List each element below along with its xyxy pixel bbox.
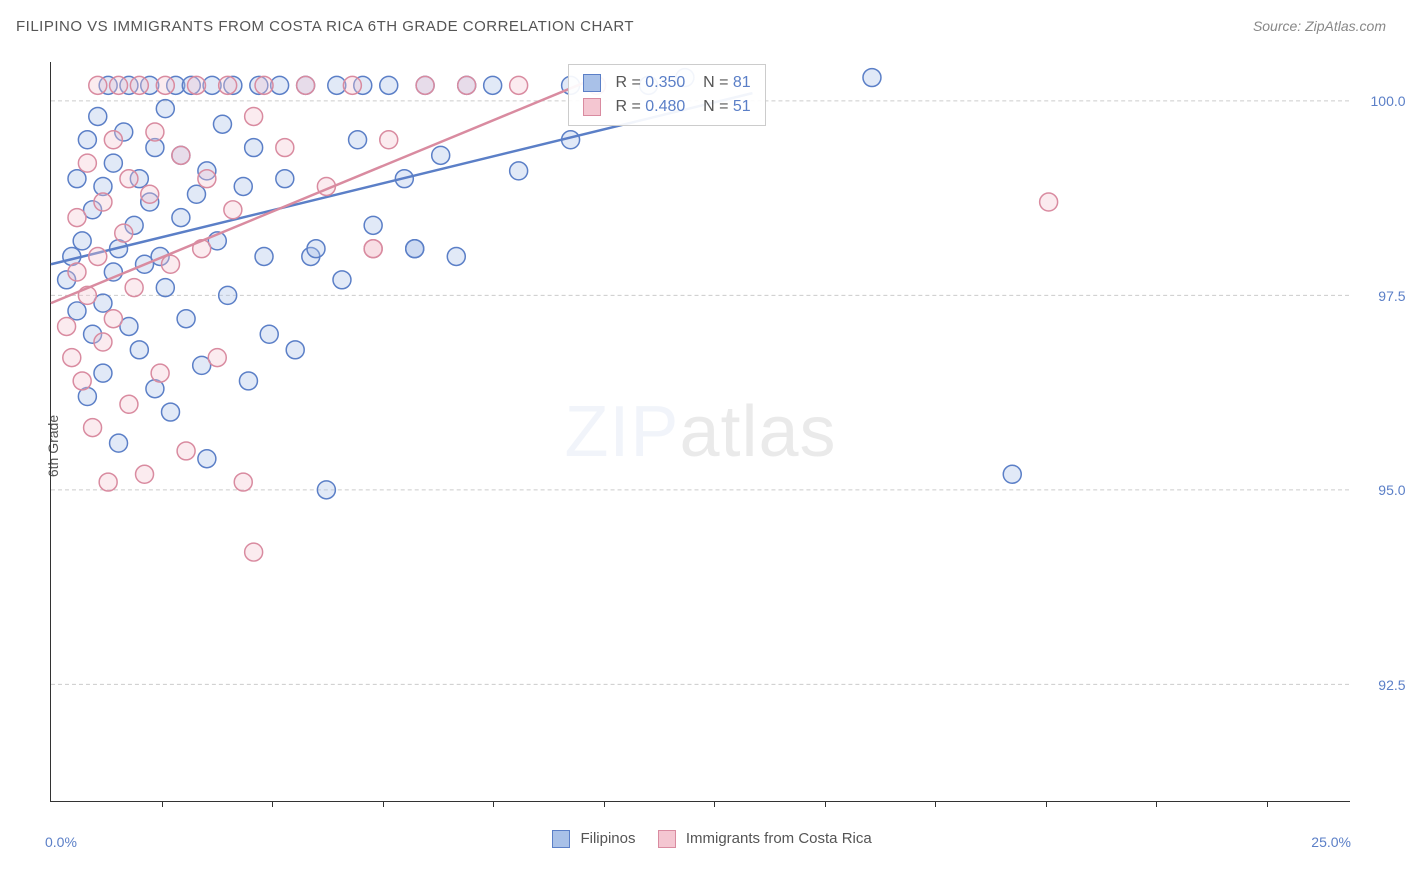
x-tick-mark bbox=[272, 801, 273, 807]
chart-svg bbox=[51, 62, 1350, 801]
legend-bottom: Filipinos Immigrants from Costa Rica bbox=[0, 830, 1406, 848]
source-attribution: Source: ZipAtlas.com bbox=[1253, 18, 1386, 34]
stats-n-costa-rica: 51 bbox=[733, 98, 751, 115]
x-tick-mark bbox=[1046, 801, 1047, 807]
stats-r-costa-rica: 0.480 bbox=[645, 98, 685, 115]
plot-area: ZIPatlas 92.5%95.0%97.5%100.0% bbox=[50, 62, 1350, 802]
stats-n-label: N = bbox=[703, 74, 728, 91]
stats-row-filipinos: R = 0.350 N = 81 bbox=[583, 71, 751, 95]
x-tick-mark bbox=[935, 801, 936, 807]
x-tick-mark bbox=[383, 801, 384, 807]
x-tick-mark bbox=[604, 801, 605, 807]
stats-n-label: N = bbox=[703, 98, 728, 115]
x-tick-mark bbox=[825, 801, 826, 807]
legend-swatch-costa-rica bbox=[658, 830, 676, 848]
stats-n-filipinos: 81 bbox=[733, 74, 751, 91]
y-tick-label: 92.5% bbox=[1378, 677, 1406, 693]
stats-r-label: R = bbox=[615, 98, 640, 115]
y-tick-label: 97.5% bbox=[1378, 288, 1406, 304]
stats-swatch-costa-rica bbox=[583, 98, 601, 116]
stats-box: R = 0.350 N = 81 R = 0.480 N = 51 bbox=[568, 64, 766, 126]
x-tick-mark bbox=[1267, 801, 1268, 807]
x-tick-mark bbox=[1156, 801, 1157, 807]
stats-r-filipinos: 0.350 bbox=[645, 74, 685, 91]
stats-row-costa-rica: R = 0.480 N = 51 bbox=[583, 95, 751, 119]
x-tick-mark bbox=[493, 801, 494, 807]
chart-title: FILIPINO VS IMMIGRANTS FROM COSTA RICA 6… bbox=[16, 18, 634, 35]
stats-swatch-filipinos bbox=[583, 74, 601, 92]
x-tick-mark bbox=[162, 801, 163, 807]
y-tick-label: 100.0% bbox=[1371, 93, 1406, 109]
legend-label-costa-rica: Immigrants from Costa Rica bbox=[686, 830, 872, 847]
stats-r-label: R = bbox=[615, 74, 640, 91]
x-tick-mark bbox=[714, 801, 715, 807]
y-tick-label: 95.0% bbox=[1378, 482, 1406, 498]
legend-swatch-filipinos bbox=[552, 830, 570, 848]
legend-label-filipinos: Filipinos bbox=[580, 830, 635, 847]
